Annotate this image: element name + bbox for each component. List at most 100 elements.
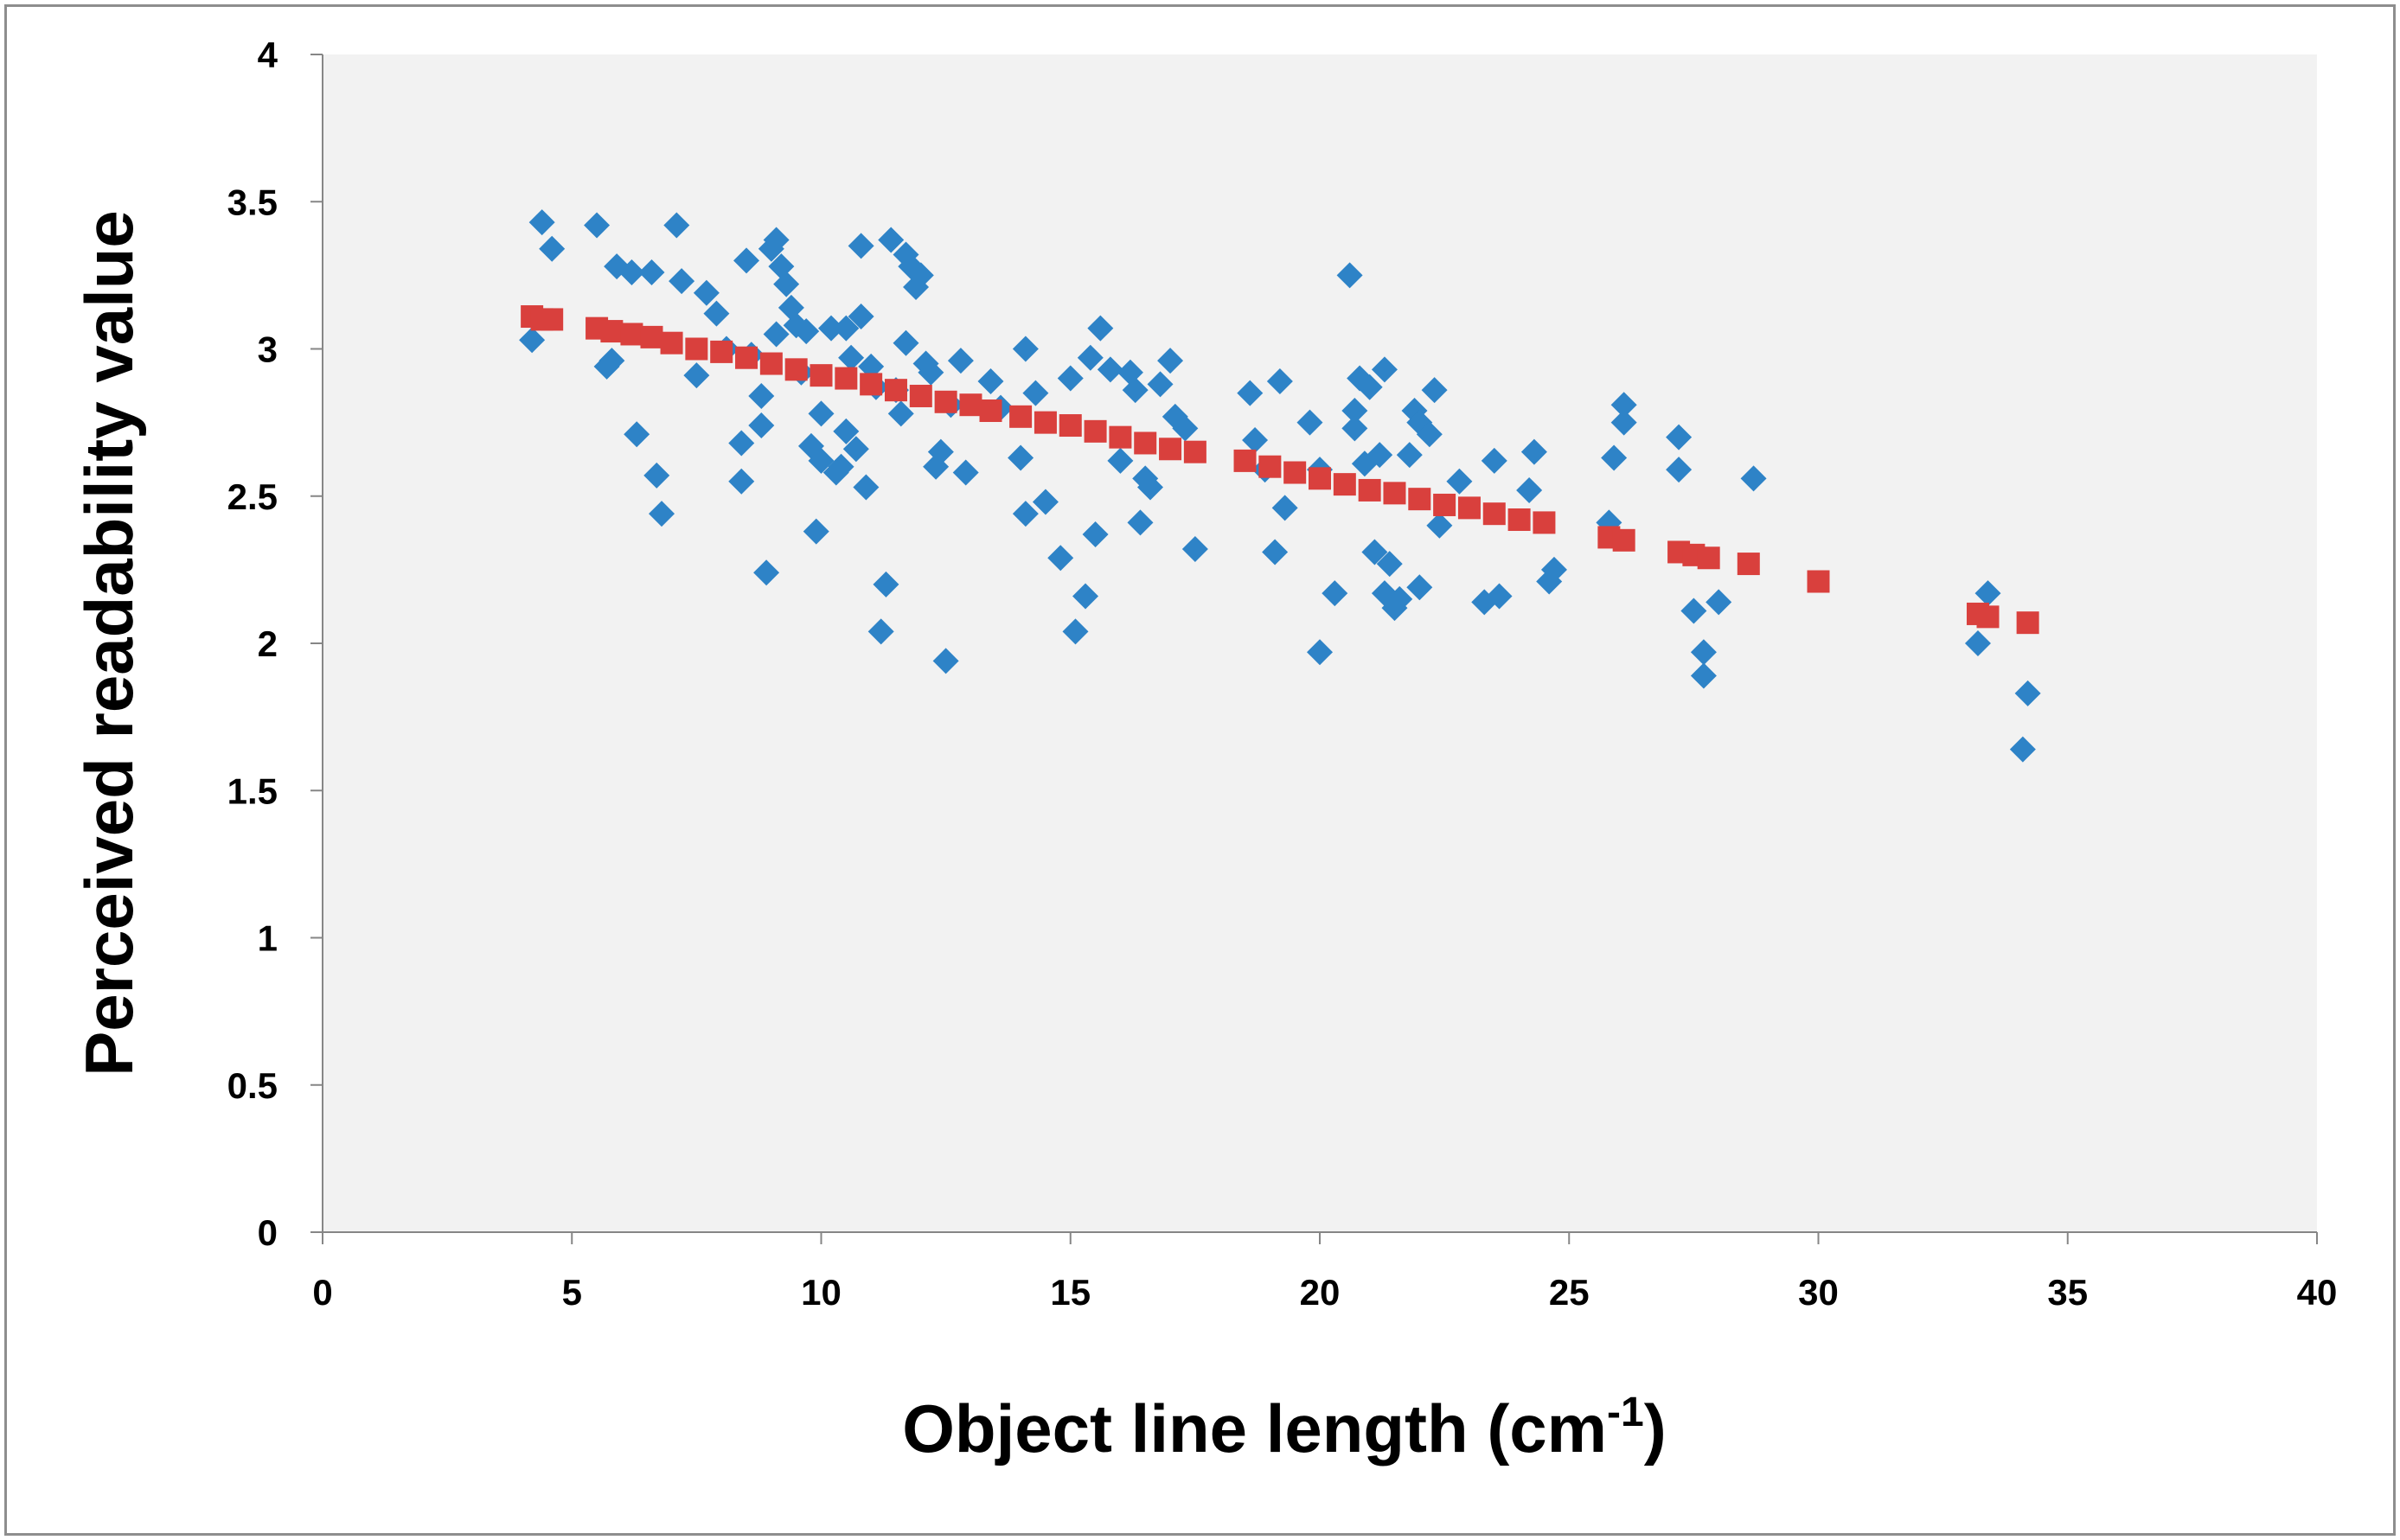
data-point-diamond — [808, 400, 835, 427]
data-point-diamond — [669, 268, 695, 295]
scatter-chart: 00.511.522.533.540 5 10 15 20 25 30 35 40 Percei… — [71, 35, 2338, 1467]
data-point-diamond — [1022, 380, 1049, 406]
data-point-square — [1084, 419, 1107, 443]
data-point-diamond — [539, 235, 566, 262]
data-point-diamond — [1097, 356, 1123, 383]
data-point-diamond — [828, 453, 854, 480]
data-point-diamond — [1072, 583, 1099, 610]
data-point-square — [1333, 473, 1356, 496]
data-point-diamond — [1122, 377, 1149, 404]
y-tick-label: 0 — [258, 1212, 278, 1253]
y-tick-label: 1.5 — [227, 770, 278, 811]
data-point-diamond — [1486, 583, 1513, 610]
y-axis-title: Perceived readability value — [71, 210, 147, 1077]
data-point-diamond — [1680, 597, 1707, 624]
data-point-diamond — [598, 348, 625, 374]
data-point-diamond — [893, 329, 919, 356]
data-point-diamond — [1520, 438, 1547, 465]
data-point-square — [685, 337, 708, 361]
data-point-diamond — [1406, 574, 1433, 601]
axes — [310, 54, 2318, 1244]
data-point-square — [1482, 502, 1506, 526]
data-point-diamond — [853, 474, 880, 501]
data-point-diamond — [1296, 409, 1323, 436]
data-point-square — [884, 379, 907, 402]
data-point-diamond — [584, 212, 611, 239]
data-point-diamond — [873, 571, 899, 597]
data-point-diamond — [1610, 409, 1637, 436]
data-point-diamond — [1610, 392, 1637, 419]
data-point-diamond — [842, 436, 869, 463]
data-point-diamond — [1087, 315, 1114, 342]
data-point-diamond — [753, 559, 780, 586]
y-tick-label: 2.5 — [227, 476, 278, 517]
data-point-diamond — [1366, 442, 1393, 469]
data-point-diamond — [763, 321, 790, 348]
data-point-diamond — [1181, 536, 1208, 563]
data-point-diamond — [1082, 521, 1109, 548]
data-point-square — [1009, 405, 1033, 428]
data-point-square — [1697, 546, 1720, 570]
data-point-square — [541, 308, 564, 331]
data-point-square — [1433, 493, 1456, 516]
data-point-diamond — [1008, 444, 1034, 471]
data-point-diamond — [887, 400, 914, 427]
data-point-square — [1059, 414, 1082, 438]
data-point-diamond — [1356, 374, 1383, 400]
data-point-square — [1283, 461, 1307, 484]
data-point-square — [934, 390, 957, 413]
tick-labels: 00.511.522.533.540 5 10 15 20 25 30 35 40 — [227, 35, 2338, 1313]
data-point-square — [1408, 488, 1431, 511]
data-point-square — [1159, 438, 1182, 461]
data-point-diamond — [833, 418, 860, 444]
data-point-diamond — [977, 367, 1004, 394]
data-point-diamond — [803, 518, 829, 545]
data-point-square — [710, 340, 733, 363]
data-point-square — [979, 399, 1002, 423]
data-point-diamond — [1740, 465, 1767, 492]
data-point-diamond — [728, 430, 755, 457]
data-point-diamond — [1336, 262, 1363, 289]
data-point-diamond — [907, 262, 934, 289]
data-point-square — [1976, 605, 2000, 629]
x-tick-label: 10 — [801, 1272, 842, 1313]
y-tick-label: 3 — [258, 329, 278, 370]
data-point-diamond — [1047, 545, 1074, 572]
data-point-diamond — [528, 209, 555, 236]
data-point-diamond — [1062, 618, 1089, 645]
data-point-diamond — [1666, 424, 1693, 450]
data-point-diamond — [763, 227, 790, 253]
x-tick-label: 30 — [1798, 1272, 1839, 1313]
data-point-diamond — [1964, 630, 1991, 656]
data-point-diamond — [818, 315, 845, 342]
data-point-diamond — [1601, 444, 1628, 471]
data-point-square — [1807, 570, 1830, 593]
data-point-square — [784, 358, 808, 381]
x-tick-label: 35 — [2047, 1272, 2088, 1313]
data-point-diamond — [1107, 447, 1134, 474]
data-point-diamond — [1516, 476, 1543, 503]
data-point-diamond — [1426, 512, 1453, 539]
data-point-diamond — [947, 348, 974, 374]
data-point-diamond — [519, 327, 546, 354]
data-point-square — [1034, 411, 1057, 434]
data-point-diamond — [838, 344, 865, 371]
data-point-diamond — [808, 447, 835, 474]
data-point-diamond — [848, 233, 874, 259]
data-point-diamond — [1690, 662, 1717, 689]
data-point-diamond — [1262, 539, 1289, 566]
data-point-diamond — [1341, 398, 1368, 425]
data-point-diamond — [1322, 580, 1348, 607]
data-point-square — [1258, 455, 1282, 478]
y-tick-label: 2 — [258, 623, 278, 664]
data-point-diamond — [1012, 335, 1039, 362]
x-tick-label: 5 — [562, 1272, 582, 1313]
data-point-diamond — [1666, 457, 1693, 483]
data-point-diamond — [1396, 442, 1423, 469]
data-point-diamond — [624, 421, 650, 448]
data-point-diamond — [1237, 380, 1264, 406]
data-point-square — [735, 346, 758, 369]
data-point-diamond — [952, 459, 979, 486]
data-point-diamond — [643, 462, 670, 489]
data-point-diamond — [748, 412, 775, 439]
